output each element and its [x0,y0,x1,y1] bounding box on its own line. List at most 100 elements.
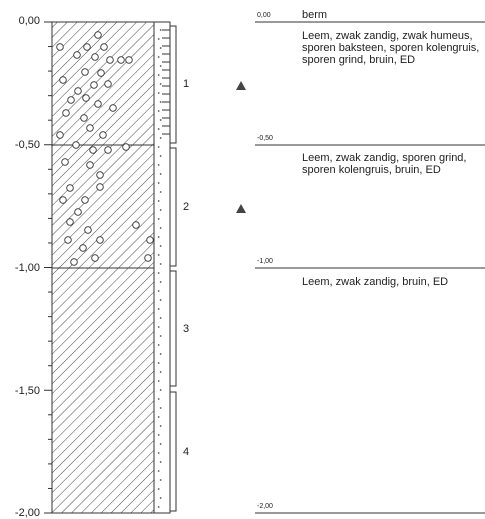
strip-dot [159,227,162,229]
strip-dot [159,317,162,319]
gravel-circle [66,218,74,226]
gravel-circle [62,109,70,117]
strip-dot [159,119,162,121]
strip-dot [157,290,160,292]
gravel-circle [74,208,82,216]
water-level-triangle-icon [236,81,246,90]
strip-dots [157,29,162,508]
strip-dot [159,191,162,193]
layer-depth-label: -2,00 [257,503,273,510]
sample-number: 3 [183,323,190,335]
strip-dot [159,479,162,481]
gravel-circle [86,124,94,132]
gravel-circle [83,43,91,51]
gravel-circle [74,87,82,95]
depth-axis-ticks [44,21,52,514]
gravel-circle [96,236,104,244]
gravel-circle [94,100,102,108]
gravel-circle [144,254,152,262]
gravel-circle [66,184,74,192]
strip-dot [157,164,160,166]
strip-dot [157,200,160,202]
gravel-circle [59,196,67,204]
sample-number: 2 [183,201,190,213]
gravel-circle [104,146,112,154]
gravel-circle [73,51,81,59]
gravel-circle [82,94,90,102]
strip-dot [157,326,160,328]
strip-dot [159,47,162,49]
depth-tick-label: -1,00 [14,262,40,274]
gravel-circle [96,183,104,191]
gravel-circle [91,53,99,61]
strip-dot [157,254,160,256]
strip-dot [159,335,162,337]
strip-dot [157,470,160,472]
strip-dot [159,83,162,85]
gravel-circle [90,81,98,89]
strip-dot [157,308,160,310]
strip-dot [159,281,162,283]
depth-tick-label: -2,00 [14,507,40,519]
gravel-circle [64,236,72,244]
strip-dot [157,506,160,508]
strip-dot [157,398,160,400]
strip-dot [159,371,162,373]
gravel-circle [89,146,97,154]
strip-dot [159,155,162,157]
strip-dot [159,245,162,247]
depth-tick-label: 0,00 [18,15,40,27]
gravel-circle [80,114,88,122]
sample-number: 4 [183,446,190,458]
layer-description: Leem, zwak zandig, bruin, ED [302,276,449,288]
strip-dot [157,128,160,130]
gravel-circle [72,141,80,149]
strip-dot [157,380,160,382]
strip-dot [159,443,162,445]
gravel-circle [81,68,89,76]
strip-dot [157,218,160,220]
strip-dot [157,56,160,58]
strip-dot [157,452,160,454]
sample-brackets [170,25,177,512]
gravel-circle [96,171,104,179]
strip-dot [159,497,162,499]
sample-strip [153,21,171,514]
strip-dot [157,146,160,148]
gravel-circle [67,96,75,104]
gravel-circle [91,254,99,262]
strip-dot [157,362,160,364]
strip-ticks [162,29,170,135]
strip-dot [157,236,160,238]
strip-dot [159,299,162,301]
strip-dot [159,461,162,463]
gravel-circle [100,43,108,51]
strip-dot [157,416,160,418]
gravel-circle [84,226,92,234]
strip-dot [157,182,160,184]
strip-dot [157,344,160,346]
strip-dot [159,65,162,67]
gravel-circle [94,31,102,39]
strip-dot [157,110,160,112]
strip-dot [159,29,162,31]
strip-dot [159,353,162,355]
strip-dot [159,209,162,211]
strip-dot [157,74,160,76]
layer-depth-label: -0,50 [257,135,273,142]
gravel-circle [56,43,64,51]
strip-dot [159,173,162,175]
layer-depth-label: 0,00 [257,12,271,19]
sample-number: 1 [183,78,190,90]
strip-dot [159,263,162,265]
water-level-triangle-icon [236,204,246,213]
strip-dot [157,488,160,490]
strip-dot [159,389,162,391]
strip-dot [159,101,162,103]
gravel-circle [146,236,154,244]
gravel-circle [56,131,64,139]
layer-description: Leem, zwak zandig, sporen grind, sporen … [302,152,467,177]
gravel-circle [109,104,117,112]
layer-title: berm [302,9,328,21]
